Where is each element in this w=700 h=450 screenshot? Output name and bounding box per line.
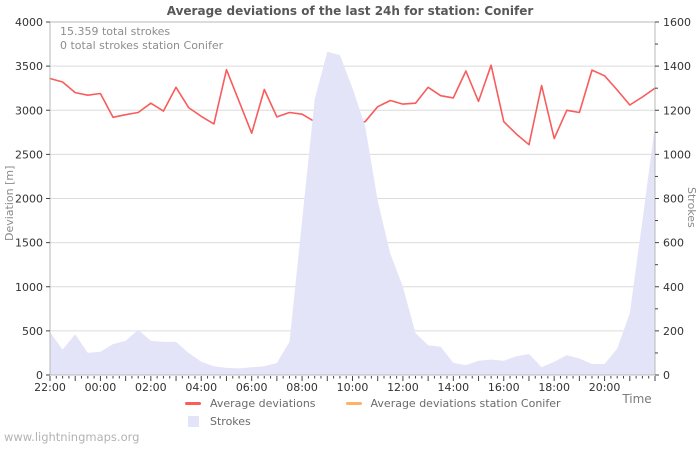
x-tick-label: 04:00 bbox=[185, 381, 217, 394]
y-left-tick-label: 4000 bbox=[15, 16, 43, 29]
y-right-tick-label: 1200 bbox=[663, 104, 691, 117]
x-tick-label: 20:00 bbox=[589, 381, 621, 394]
x-tick-label: 06:00 bbox=[236, 381, 268, 394]
legend-label-strokes: Strokes bbox=[210, 415, 251, 428]
x-tick-label: 08:00 bbox=[286, 381, 318, 394]
y-left-tick-label: 500 bbox=[22, 325, 43, 338]
y-right-tick-label: 800 bbox=[663, 193, 684, 206]
y-axis-left-label: Deviation [m] bbox=[3, 165, 16, 241]
legend-label-deviations: Average deviations bbox=[210, 397, 316, 410]
x-tick-label: 00:00 bbox=[85, 381, 117, 394]
y-right-tick-label: 1600 bbox=[663, 16, 691, 29]
station-strokes-annotation: 0 total strokes station Conifer bbox=[60, 39, 224, 52]
x-tick-label: 10:00 bbox=[337, 381, 369, 394]
station-line-swatch bbox=[345, 402, 362, 405]
y-right-tick-label: 1000 bbox=[663, 148, 691, 161]
x-tick-label: 18:00 bbox=[538, 381, 570, 394]
x-tick-label: 16:00 bbox=[488, 381, 520, 394]
strokes-area-swatch bbox=[188, 416, 199, 427]
x-tick-label: 22:00 bbox=[34, 381, 66, 394]
x-tick-label: 02:00 bbox=[135, 381, 167, 394]
chart-title: Average deviations of the last 24h for s… bbox=[166, 4, 534, 18]
x-tick-label: 12:00 bbox=[387, 381, 419, 394]
y-right-tick-label: 1400 bbox=[663, 60, 691, 73]
y-left-tick-label: 1500 bbox=[15, 237, 43, 250]
y-left-tick-label: 3500 bbox=[15, 60, 43, 73]
legend: Average deviations Average deviations st… bbox=[185, 397, 561, 433]
y-axis-right-label: Strokes bbox=[685, 186, 698, 228]
y-right-tick-label: 400 bbox=[663, 281, 684, 294]
y-left-tick-label: 3000 bbox=[15, 104, 43, 117]
total-strokes-annotation: 15.359 total strokes bbox=[60, 25, 171, 38]
legend-label-station: Average deviations station Conifer bbox=[370, 397, 561, 410]
y-left-tick-label: 1000 bbox=[15, 281, 43, 294]
y-left-tick-label: 0 bbox=[36, 369, 43, 382]
x-tick-label: 14:00 bbox=[437, 381, 469, 394]
y-right-tick-label: 0 bbox=[663, 369, 670, 382]
legend-row-2: Strokes bbox=[185, 415, 561, 428]
legend-row-1: Average deviations Average deviations st… bbox=[185, 397, 561, 410]
y-right-tick-label: 600 bbox=[663, 237, 684, 250]
deviations-line-swatch bbox=[185, 402, 201, 405]
y-left-tick-label: 2000 bbox=[15, 193, 43, 206]
y-left-tick-label: 2500 bbox=[15, 148, 43, 161]
y-right-tick-label: 200 bbox=[663, 325, 684, 338]
strokes-area bbox=[50, 51, 655, 376]
x-axis-label: Time bbox=[622, 392, 652, 406]
watermark: www.lightningmaps.org bbox=[4, 430, 140, 444]
